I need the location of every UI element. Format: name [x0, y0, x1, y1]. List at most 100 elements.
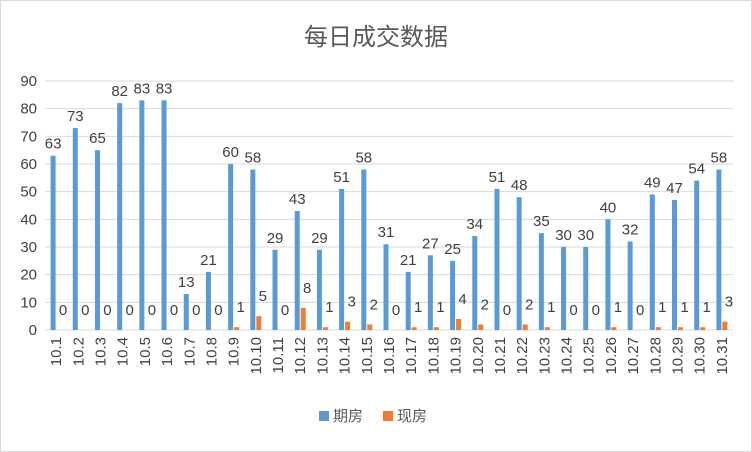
bar-期房 [605, 219, 611, 330]
bar-期房 [72, 128, 78, 330]
data-label: 2 [481, 296, 489, 313]
y-tick-label: 70 [20, 128, 37, 145]
bar-期房 [183, 294, 189, 330]
data-label: 21 [400, 252, 417, 269]
data-label: 32 [622, 221, 639, 238]
x-tick-label: 10.3 [92, 337, 109, 366]
x-tick-label: 10.7 [181, 337, 198, 366]
y-tick-label: 50 [20, 184, 37, 201]
bar-期房 [339, 188, 345, 330]
data-labels: 6307306508208308301302106015852904382915… [45, 80, 733, 319]
x-tick-label: 10.23 [536, 337, 553, 375]
y-tick-label: 0 [29, 322, 37, 339]
data-label: 27 [422, 235, 439, 252]
x-tick-label: 10.8 [203, 337, 220, 366]
data-label: 0 [392, 302, 400, 319]
data-label: 1 [436, 299, 444, 316]
bar-期房 [516, 197, 522, 330]
data-label: 51 [489, 169, 506, 186]
bar-期房 [716, 169, 722, 330]
data-label: 83 [156, 80, 173, 97]
data-label: 29 [267, 230, 284, 247]
data-label: 0 [503, 302, 511, 319]
y-axis: 0 10 20 30 40 50 60 70 80 90 [20, 73, 37, 339]
data-label: 65 [89, 130, 106, 147]
x-tick-label: 10.5 [137, 337, 154, 366]
data-label: 5 [259, 288, 267, 305]
data-label: 73 [67, 108, 84, 125]
x-tick-label: 10.2 [70, 337, 87, 366]
bar-期房 [250, 169, 256, 330]
bar-现房 [722, 321, 728, 330]
data-label: 0 [170, 302, 178, 319]
x-tick-label: 10.9 [226, 337, 243, 366]
x-tick-label: 10.22 [514, 337, 531, 375]
bar-现房 [522, 324, 528, 330]
data-label: 0 [636, 302, 644, 319]
bar-期房 [161, 100, 167, 330]
bar-现房 [256, 316, 262, 330]
x-tick-label: 10.29 [670, 337, 687, 375]
x-tick-label: 10.26 [603, 337, 620, 375]
data-label: 58 [244, 150, 261, 167]
bar-期房 [294, 211, 300, 330]
data-label: 1 [547, 299, 555, 316]
bar-现房 [411, 327, 417, 330]
data-label: 54 [688, 161, 705, 178]
bar-现房 [478, 324, 484, 330]
data-label: 58 [355, 150, 372, 167]
data-label: 34 [466, 216, 483, 233]
data-label: 13 [178, 274, 195, 291]
data-label: 21 [200, 252, 217, 269]
bar-期房 [649, 194, 655, 330]
data-label: 1 [325, 299, 333, 316]
bar-现房 [678, 327, 684, 330]
data-label: 1 [236, 299, 244, 316]
x-tick-label: 10.25 [581, 337, 598, 375]
legend-label: 现房 [397, 408, 427, 425]
data-label: 48 [511, 177, 528, 194]
bar-期房 [494, 188, 500, 330]
data-label: 0 [81, 302, 89, 319]
data-label: 4 [458, 291, 466, 308]
bar-期房 [583, 247, 589, 330]
bar-现房 [345, 321, 351, 330]
bar-现房 [300, 307, 306, 330]
bar-期房 [50, 155, 56, 330]
data-label: 43 [289, 191, 306, 208]
bar-期房 [361, 169, 367, 330]
x-tick-label: 10.4 [115, 337, 132, 366]
data-label: 30 [555, 227, 572, 244]
data-label: 47 [666, 180, 683, 197]
y-tick-label: 40 [20, 211, 37, 228]
bar-期房 [627, 241, 633, 330]
data-label: 58 [711, 150, 728, 167]
data-label: 0 [59, 302, 67, 319]
y-tick-label: 30 [20, 239, 37, 256]
data-label: 31 [378, 224, 395, 241]
y-tick-label: 60 [20, 156, 37, 173]
x-tick-label: 10.1 [48, 337, 65, 366]
data-label: 30 [577, 227, 594, 244]
bar-期房 [694, 180, 700, 330]
data-label: 82 [111, 83, 128, 100]
bar-现房 [700, 327, 706, 330]
bar-现房 [655, 327, 661, 330]
bar-现房 [433, 327, 439, 330]
data-label: 0 [126, 302, 134, 319]
y-tick-label: 90 [20, 73, 37, 90]
gridlines [45, 80, 733, 331]
x-tick-label: 10.30 [692, 337, 709, 375]
data-label: 49 [644, 174, 661, 191]
x-tick-label: 10.14 [337, 337, 354, 375]
data-label: 63 [45, 136, 62, 153]
bar-期房 [117, 103, 123, 330]
bar-期房 [672, 199, 678, 330]
data-label: 25 [444, 241, 461, 258]
data-label: 60 [222, 144, 239, 161]
data-label: 2 [525, 296, 533, 313]
bar-现房 [456, 318, 462, 330]
bar-期房 [228, 164, 234, 330]
data-label: 0 [569, 302, 577, 319]
